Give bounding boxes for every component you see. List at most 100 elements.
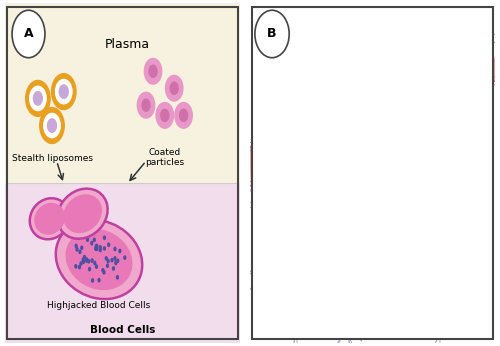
Circle shape (94, 246, 98, 251)
Circle shape (344, 170, 352, 180)
Circle shape (306, 246, 331, 280)
Circle shape (98, 278, 100, 283)
Circle shape (368, 157, 386, 182)
Circle shape (344, 320, 352, 331)
Circle shape (374, 169, 391, 192)
Circle shape (123, 255, 126, 260)
Circle shape (12, 10, 45, 58)
Circle shape (29, 85, 47, 111)
FancyBboxPatch shape (252, 7, 492, 339)
Circle shape (344, 233, 357, 252)
Circle shape (74, 244, 78, 248)
Circle shape (309, 227, 328, 254)
Circle shape (83, 255, 86, 260)
Circle shape (25, 80, 51, 117)
Circle shape (388, 290, 406, 313)
Circle shape (418, 219, 425, 229)
Circle shape (82, 257, 84, 262)
Circle shape (468, 162, 483, 184)
Text: Deeper
metastasis: Deeper metastasis (347, 251, 424, 270)
Circle shape (314, 234, 324, 248)
Circle shape (116, 258, 119, 263)
Circle shape (110, 258, 114, 263)
Circle shape (345, 116, 351, 125)
Circle shape (144, 58, 163, 85)
Ellipse shape (58, 189, 108, 239)
Circle shape (258, 262, 276, 288)
Circle shape (114, 256, 116, 261)
Circle shape (114, 247, 116, 251)
Circle shape (466, 236, 474, 246)
Circle shape (95, 244, 98, 248)
Text: Coated
particles: Coated particles (145, 147, 184, 167)
Circle shape (51, 73, 76, 110)
Ellipse shape (63, 194, 102, 233)
Polygon shape (249, 42, 500, 186)
Circle shape (371, 105, 384, 122)
Circle shape (82, 260, 85, 264)
Circle shape (324, 243, 352, 283)
Circle shape (103, 235, 106, 240)
Text: i: i (294, 153, 296, 162)
Circle shape (91, 278, 94, 283)
Ellipse shape (268, 146, 281, 160)
Circle shape (352, 253, 364, 270)
Text: A: A (24, 27, 34, 40)
Text: Blood Cells: Blood Cells (90, 325, 155, 335)
Circle shape (156, 102, 174, 129)
Circle shape (58, 84, 69, 99)
Circle shape (373, 163, 382, 176)
Ellipse shape (292, 139, 306, 153)
FancyBboxPatch shape (5, 3, 240, 183)
Circle shape (74, 264, 78, 269)
Circle shape (340, 139, 390, 207)
Circle shape (340, 164, 356, 185)
Circle shape (312, 254, 324, 271)
Circle shape (90, 258, 94, 263)
FancyBboxPatch shape (5, 183, 240, 343)
Ellipse shape (34, 203, 65, 235)
Circle shape (78, 249, 82, 254)
Circle shape (255, 10, 289, 58)
Circle shape (86, 237, 89, 242)
Circle shape (102, 270, 106, 275)
Circle shape (174, 102, 193, 129)
Circle shape (170, 81, 179, 95)
Circle shape (92, 237, 96, 242)
Circle shape (339, 313, 357, 338)
Text: Stealth liposomes: Stealth liposomes (12, 154, 92, 163)
Circle shape (360, 113, 366, 121)
Circle shape (76, 247, 78, 252)
Circle shape (104, 256, 108, 261)
Circle shape (291, 308, 307, 330)
Text: iii: iii (428, 104, 434, 113)
Circle shape (336, 223, 364, 262)
Circle shape (78, 265, 81, 270)
Circle shape (394, 297, 400, 307)
Text: B: B (268, 27, 277, 40)
Circle shape (261, 195, 268, 205)
Ellipse shape (30, 198, 70, 239)
Circle shape (332, 228, 344, 243)
Ellipse shape (421, 89, 437, 104)
Circle shape (285, 144, 306, 172)
Text: ii: ii (366, 153, 370, 162)
Circle shape (90, 241, 94, 246)
Circle shape (358, 144, 378, 172)
Circle shape (32, 91, 43, 106)
Circle shape (165, 75, 184, 102)
Circle shape (364, 157, 372, 167)
Circle shape (114, 261, 117, 265)
Circle shape (462, 127, 479, 151)
Circle shape (142, 98, 150, 112)
Circle shape (148, 64, 158, 78)
Circle shape (39, 107, 65, 144)
Circle shape (346, 245, 370, 279)
Circle shape (256, 189, 273, 211)
Circle shape (94, 244, 98, 248)
Circle shape (348, 154, 368, 181)
Circle shape (358, 175, 367, 188)
Circle shape (263, 269, 272, 281)
Text: Highjacked Blood Cells: Highjacked Blood Cells (48, 301, 150, 310)
Circle shape (331, 253, 345, 273)
